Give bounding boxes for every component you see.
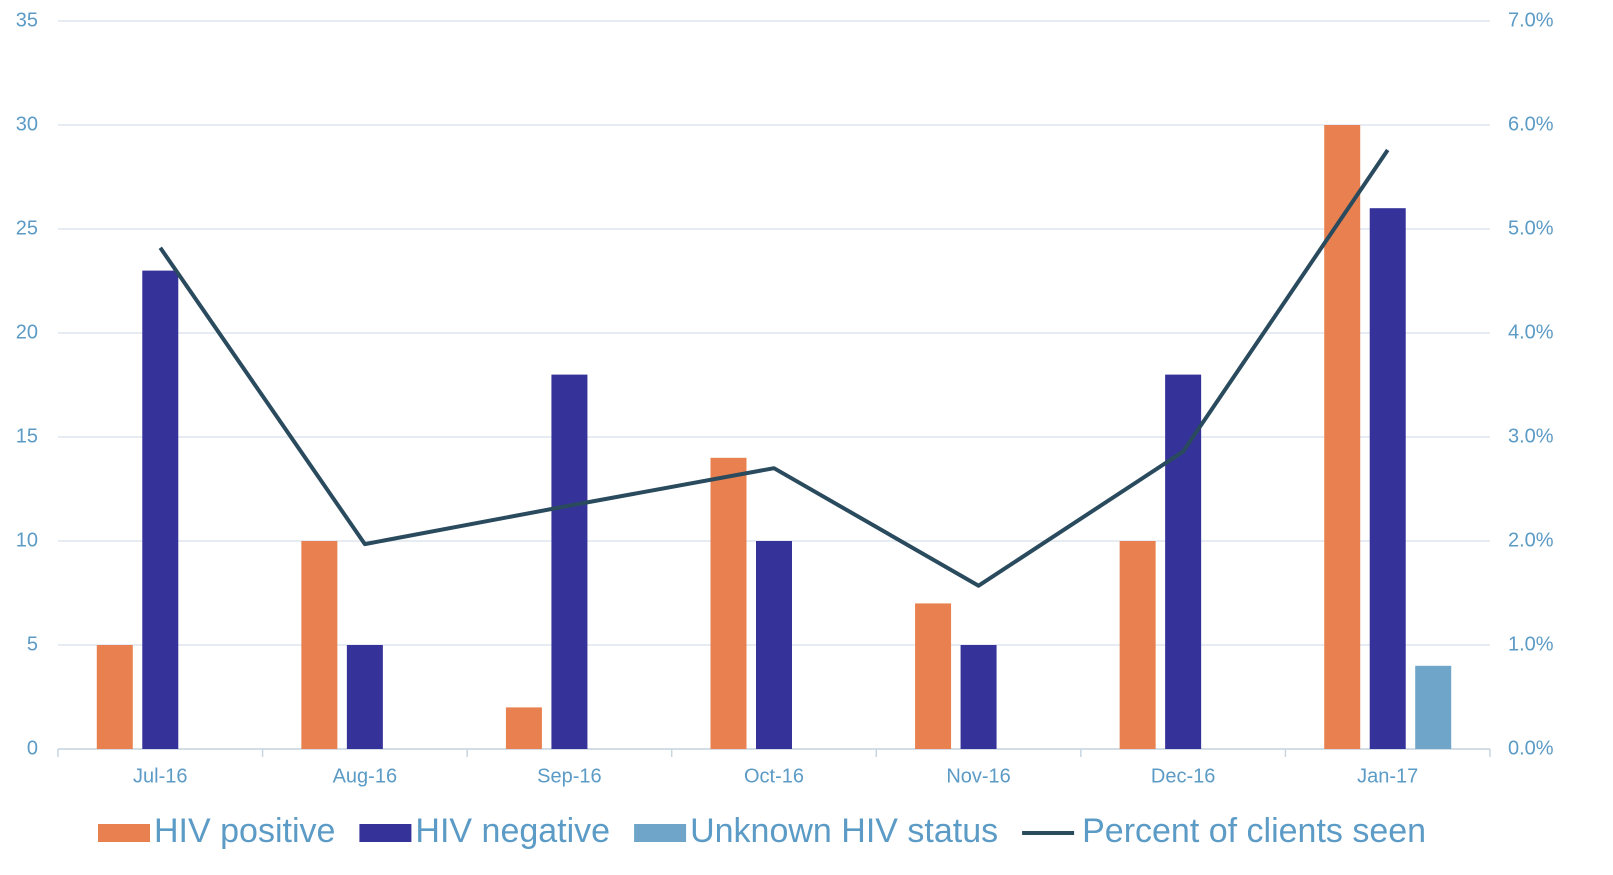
y-tick-label: 35	[16, 9, 38, 31]
y2-tick-label: 3.0%	[1508, 425, 1554, 447]
bar	[1415, 665, 1452, 749]
x-tick-label: Aug-16	[333, 765, 398, 787]
bar	[1119, 541, 1156, 749]
bar	[301, 541, 338, 749]
y-tick-label: 10	[16, 529, 38, 551]
y-tick-label: 5	[27, 633, 38, 655]
y2-tick-label: 4.0%	[1508, 321, 1554, 343]
bar	[710, 457, 747, 749]
y-tick-label: 25	[16, 217, 38, 239]
y2-tick-label: 6.0%	[1508, 113, 1554, 135]
bar	[1369, 208, 1406, 749]
y2-tick-label: 1.0%	[1508, 633, 1554, 655]
bar	[1324, 125, 1361, 749]
legend-swatch	[359, 824, 412, 842]
x-tick-label: Jan-17	[1357, 765, 1418, 787]
y-tick-label: 0	[27, 737, 38, 759]
bar	[756, 541, 792, 749]
y2-tick-label: 2.0%	[1508, 529, 1554, 551]
legend-swatch	[98, 824, 150, 842]
bar	[551, 374, 588, 749]
legend-label: Percent of clients seen	[1082, 812, 1426, 850]
bar	[346, 645, 383, 749]
x-tick-label: Oct-16	[744, 765, 804, 787]
y-tick-label: 30	[16, 113, 38, 135]
line	[158, 148, 1390, 588]
y-tick-label: 15	[16, 425, 38, 447]
y2-tick-label: 0.0%	[1508, 737, 1554, 759]
bar	[96, 645, 133, 749]
legend-label: HIV negative	[415, 812, 610, 850]
bar	[505, 707, 542, 749]
y2-tick-label: 7.0%	[1508, 9, 1554, 31]
y2-tick-label: 5.0%	[1508, 217, 1554, 239]
legend-swatch	[634, 824, 687, 842]
x-tick-label: Dec-16	[1151, 765, 1215, 787]
bar	[142, 270, 179, 749]
legend-label: Unknown HIV status	[690, 812, 998, 850]
bar	[960, 645, 997, 749]
bar	[915, 603, 952, 749]
y-tick-label: 20	[16, 321, 38, 343]
x-tick-label: Jul-16	[133, 765, 187, 787]
x-tick-label: Nov-16	[946, 765, 1010, 787]
x-tick-label: Sep-16	[537, 765, 602, 787]
legend-label: HIV positive	[154, 812, 335, 850]
